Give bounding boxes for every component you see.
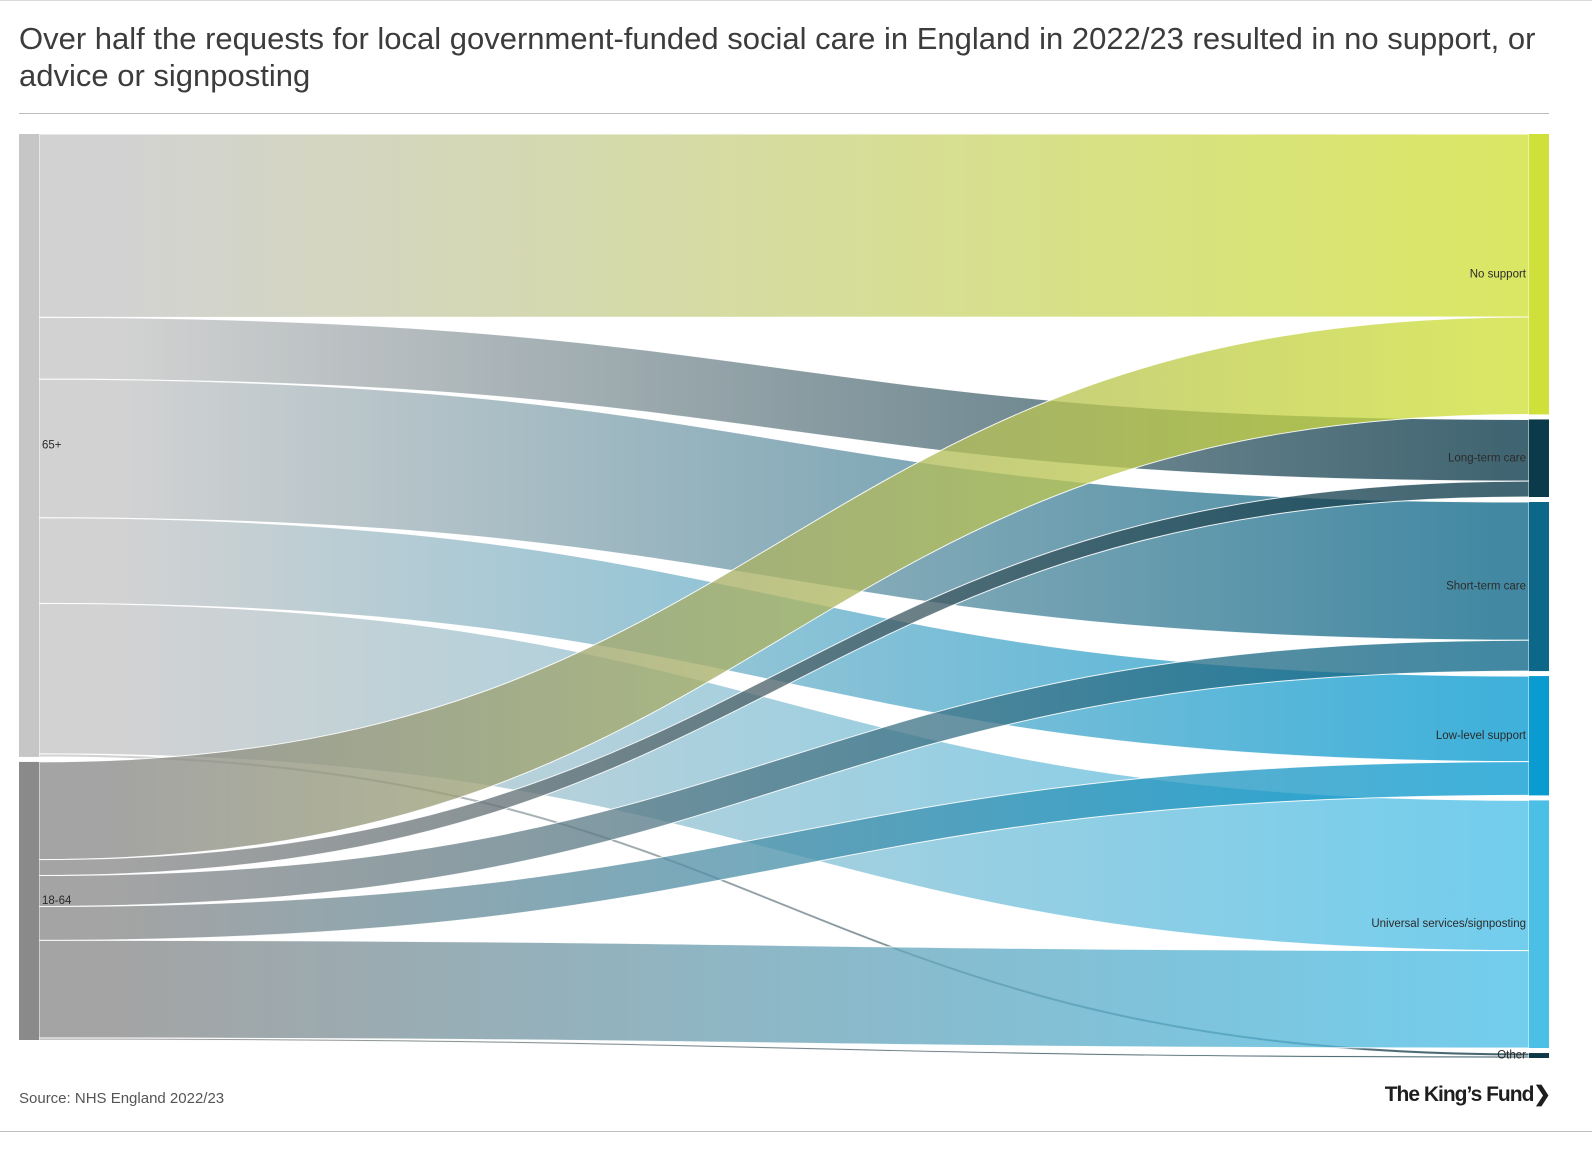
top-border — [0, 0, 1592, 1]
bottom-border — [0, 1131, 1592, 1132]
target-node-short-term-care[interactable] — [1529, 502, 1549, 672]
flow-1864-to-low-level-support[interactable] — [38, 761, 1530, 941]
target-node-low-level-support[interactable] — [1529, 676, 1549, 796]
kings-fund-logo: The King’s Fund❯ — [1384, 1083, 1551, 1106]
source-node-1864[interactable] — [19, 761, 39, 1040]
flow-1864-to-short-term-care[interactable] — [38, 639, 1530, 907]
target-label: Low-level support — [1436, 730, 1527, 742]
target-label: Other — [1497, 1050, 1526, 1062]
sankey-labels: 65+ 18-64 No support Long-term care Short-te… — [42, 268, 1527, 1061]
source-label: 65+ — [42, 439, 62, 451]
sankey-links — [38, 133, 1530, 1059]
target-label: Short-term care — [1446, 581, 1526, 593]
target-label: No support — [1470, 268, 1527, 280]
source-note: Source: NHS England 2022/23 — [19, 1090, 225, 1107]
sankey-nodes — [19, 134, 1549, 1058]
target-label: Universal services/signposting — [1371, 918, 1526, 930]
flow-65-to-no-support[interactable] — [38, 133, 1530, 318]
target-node-other[interactable] — [1529, 1053, 1549, 1058]
chart-title: Over half the requests for local governm… — [19, 21, 1536, 93]
source-label: 18-64 — [42, 895, 72, 907]
target-label: Long-term care — [1448, 452, 1526, 464]
target-node-long-term-care[interactable] — [1529, 419, 1549, 498]
flow-1864-to-universal-services-signposting[interactable] — [38, 939, 1530, 1049]
target-node-universal-services-signposting[interactable] — [1529, 800, 1549, 1049]
flow-1864-to-long-term-care[interactable] — [38, 480, 1530, 877]
target-node-no-support[interactable] — [1529, 134, 1549, 415]
source-node-65[interactable] — [19, 134, 39, 757]
title-divider — [19, 113, 1549, 114]
